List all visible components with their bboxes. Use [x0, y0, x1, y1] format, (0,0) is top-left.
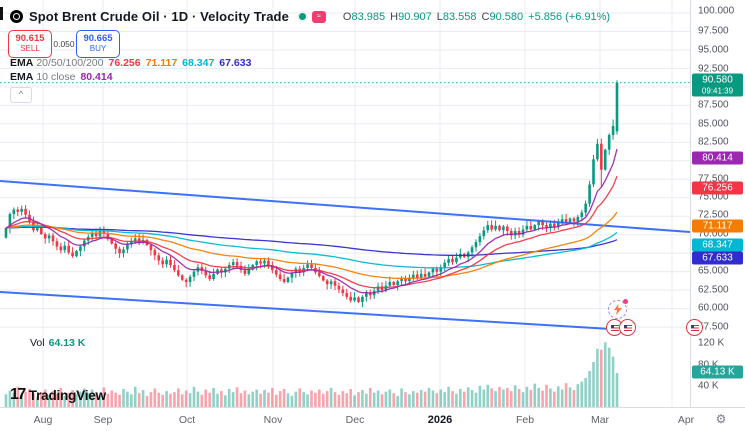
order-widget: 90.615 SELL 0.050 90.665 BUY: [8, 30, 120, 58]
time-tick-label: Oct: [178, 414, 196, 426]
price-badge: 71.117: [692, 219, 743, 233]
time-tick-label: Apr: [677, 414, 695, 426]
price-tick-label: 75.000: [698, 191, 729, 203]
ema10-legend[interactable]: EMA 10 close 80.414: [10, 71, 113, 83]
price-axis[interactable]: 100.000 97.500 95.000 92.500 87.500 85.000 82.…: [690, 0, 745, 407]
buy-price: 90.665: [83, 33, 113, 45]
economic-event-flag-icon[interactable]: [686, 319, 703, 336]
volume-legend[interactable]: Vol 64.13 K: [30, 337, 85, 349]
price-badge: 80.414: [692, 151, 743, 165]
lightning-event-icon[interactable]: [608, 299, 628, 319]
price-tick-label: 97.500: [698, 25, 729, 37]
price-tick-label: 77.500: [698, 173, 729, 185]
price-tick-label: 60.000: [698, 302, 729, 314]
us-flag-icon: [610, 324, 619, 331]
time-axis[interactable]: Aug Sep Oct Nov Dec 2026 Feb Mar Apr: [0, 407, 745, 431]
time-tick-label: Feb: [515, 414, 535, 426]
price-badge: 64.13 K: [692, 365, 743, 379]
ohlc-readout: O83.985 H90.907 L83.558 C90.580 +5.856 (+6.9…: [338, 11, 610, 23]
volume-label: Vol: [30, 337, 45, 349]
ema10-value: 80.414: [80, 71, 113, 83]
legend-collapse-button[interactable]: ^: [10, 87, 32, 103]
economic-event-flag-icon[interactable]: [619, 319, 636, 336]
price-tick-label: 65.000: [698, 265, 729, 277]
sell-price: 90.615: [15, 33, 45, 45]
sell-label: SELL: [20, 43, 40, 53]
ema10-name: EMA: [10, 71, 34, 83]
notification-badge-icon[interactable]: ≈: [311, 10, 326, 23]
price-tick-label: 87.500: [698, 99, 729, 111]
tradingview-logo-text: TradingView: [28, 387, 106, 403]
price-tick-label: 62.500: [698, 284, 729, 296]
price-tick-label: 95.000: [698, 44, 729, 56]
countdown-timer: 09:41:39: [701, 86, 734, 96]
price-tick-label: 70.000: [698, 228, 729, 240]
price-tick-label: 92.500: [698, 63, 729, 75]
high-label: H: [390, 10, 399, 23]
price-badge: 68.347: [692, 238, 743, 252]
time-tick-label: Mar: [590, 414, 610, 426]
high-value: 90.907: [398, 10, 432, 23]
price-tick-label: 85.000: [698, 118, 729, 130]
symbol-header: Spot Brent Crude Oil · 1D · Velocity Tra…: [10, 9, 610, 24]
tradingview-logo-icon: 17: [10, 386, 26, 403]
volume-value: 64.13 K: [48, 337, 86, 349]
lightning-bolt-icon: [613, 304, 622, 315]
ema-multi-params: 20/50/100/200: [36, 57, 104, 69]
time-tick-label: Sep: [93, 414, 113, 426]
price-tick-label: 72.500: [698, 209, 729, 221]
ema100-value: 68.347: [182, 57, 215, 69]
open-value: 83.985: [351, 10, 386, 23]
symbol-logo-icon: [10, 10, 23, 23]
tradingview-watermark: 17 TradingView: [10, 386, 106, 404]
buy-label: BUY: [89, 43, 107, 53]
price-tick-label: 40 K: [698, 380, 719, 392]
ema-multi-name: EMA: [10, 57, 34, 69]
market-status-icon[interactable]: [298, 13, 306, 20]
us-flag-icon: [623, 324, 632, 331]
axis-settings-gear-icon[interactable]: ⚙: [715, 412, 727, 426]
price-badge: 76.256: [692, 181, 743, 195]
us-flag-icon: [690, 324, 699, 331]
price-tick-label: 57.500: [698, 321, 729, 333]
buy-button[interactable]: 90.665 BUY: [76, 30, 120, 58]
price-badge: 67.633: [692, 251, 743, 265]
open-label: O: [342, 10, 352, 23]
change-value: +5.856 (+6.91%): [528, 10, 611, 23]
close-label: C: [481, 10, 490, 23]
window-edge-artifact: [0, 7, 3, 20]
ema50-value: 71.117: [145, 57, 178, 69]
ema20-value: 76.256: [108, 57, 141, 69]
price-tick-label: 120 K: [698, 337, 725, 349]
low-value: 83.558: [442, 10, 477, 23]
price-tick-label: 80 K: [698, 360, 719, 371]
ema200-value: 67.633: [219, 57, 252, 69]
time-tick-label: Dec: [345, 414, 365, 426]
price-tick-label: 100.000: [698, 5, 735, 17]
time-tick-label: 2026: [427, 414, 453, 426]
ema10-params: 10 close: [36, 71, 76, 83]
time-tick-label: Aug: [33, 414, 53, 426]
spread-value: 0.050: [53, 39, 75, 49]
sell-button[interactable]: 90.615 SELL: [8, 30, 52, 58]
symbol-title[interactable]: Spot Brent Crude Oil · 1D · Velocity Tra…: [29, 9, 289, 24]
ema-multi-legend[interactable]: EMA 20/50/100/200 76.256 71.117 68.347 67.633: [10, 57, 251, 69]
price-badge: 90.580 09:41:39: [692, 73, 743, 97]
price-tick-label: 82.500: [698, 136, 729, 148]
close-value: 90.580: [489, 10, 524, 23]
time-tick-label: Nov: [263, 414, 283, 426]
low-label: L: [436, 10, 443, 23]
